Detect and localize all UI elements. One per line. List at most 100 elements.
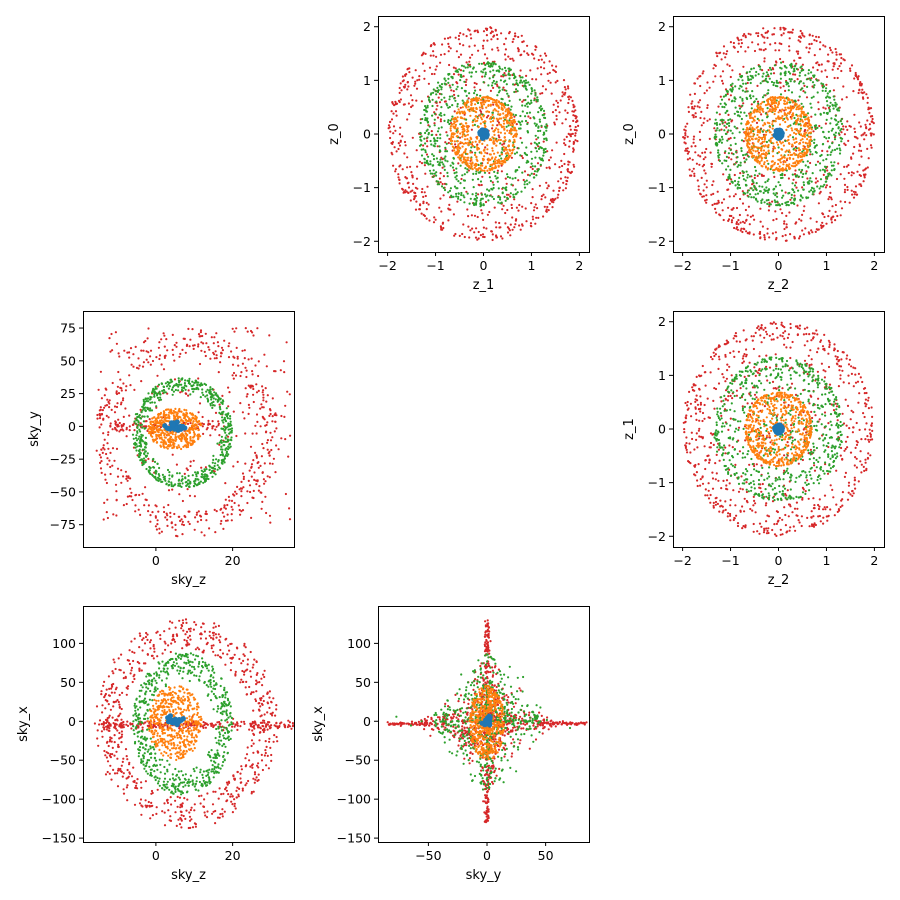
- data-point: [542, 154, 545, 157]
- data-point: [713, 122, 717, 125]
- data-point: [768, 77, 771, 80]
- data-point: [494, 175, 497, 178]
- data-point: [201, 415, 204, 419]
- data-point: [487, 199, 490, 202]
- data-point: [488, 110, 491, 114]
- data-point: [100, 397, 103, 400]
- data-point: [749, 97, 753, 100]
- data-point: [426, 140, 429, 143]
- data-point: [513, 115, 516, 118]
- data-point: [486, 144, 489, 147]
- data-point: [487, 65, 490, 68]
- data-point: [715, 111, 719, 114]
- data-point: [539, 54, 542, 57]
- data-point: [151, 510, 154, 514]
- data-point: [510, 105, 513, 108]
- data-point: [411, 174, 414, 177]
- data-point: [404, 73, 407, 76]
- data-point: [165, 338, 168, 341]
- data-point: [712, 192, 715, 195]
- data-point: [125, 477, 128, 480]
- data-point: [489, 168, 492, 171]
- data-point: [399, 126, 402, 129]
- data-point: [446, 121, 450, 124]
- data-point: [505, 189, 508, 192]
- data-point: [776, 195, 779, 198]
- data-point: [443, 100, 447, 103]
- data-point: [495, 69, 498, 72]
- data-point: [455, 88, 458, 91]
- data-point: [255, 479, 258, 482]
- data-point: [411, 136, 414, 139]
- data-point: [508, 229, 511, 232]
- data-point: [803, 205, 806, 208]
- data-point: [531, 78, 534, 81]
- data-point: [752, 132, 755, 135]
- data-point: [793, 165, 797, 168]
- data-point: [244, 366, 247, 369]
- data-point: [850, 171, 854, 174]
- data-point: [733, 163, 736, 166]
- data-point: [720, 135, 724, 138]
- data-point: [477, 49, 480, 52]
- data-point: [819, 185, 823, 188]
- data-point: [717, 199, 720, 202]
- data-point: [443, 188, 447, 192]
- data-point: [432, 221, 436, 224]
- data-point: [765, 199, 768, 202]
- data-point: [496, 171, 499, 175]
- data-point: [568, 140, 571, 143]
- data-point: [482, 81, 485, 84]
- y-axis-label: z_0: [327, 123, 342, 145]
- data-point: [814, 127, 817, 131]
- data-point: [800, 102, 803, 105]
- data-point: [535, 78, 538, 81]
- data-point: [517, 120, 520, 123]
- data-point: [703, 117, 706, 120]
- data-point: [528, 83, 531, 86]
- data-point: [728, 98, 731, 101]
- data-point: [803, 84, 806, 87]
- data-point: [166, 392, 169, 395]
- data-point: [398, 86, 401, 90]
- data-point: [787, 89, 790, 92]
- data-point: [474, 89, 477, 92]
- data-point: [803, 153, 806, 156]
- data-point: [713, 137, 717, 140]
- data-point: [501, 186, 505, 189]
- data-point: [522, 40, 525, 43]
- data-point: [756, 161, 759, 164]
- data-point: [453, 172, 456, 175]
- data-point: [816, 185, 819, 188]
- data-point: [760, 107, 763, 110]
- data-point: [825, 176, 828, 179]
- data-point: [401, 80, 404, 83]
- data-point: [834, 104, 837, 107]
- data-point: [699, 116, 702, 120]
- data-point: [448, 203, 451, 206]
- data-point: [482, 159, 485, 162]
- data-point: [501, 208, 504, 211]
- data-point: [531, 218, 535, 221]
- data-point: [747, 137, 751, 140]
- data-point: [139, 408, 142, 411]
- data-point: [393, 146, 396, 149]
- data-point: [835, 51, 838, 54]
- data-point: [492, 69, 495, 72]
- data-point: [98, 453, 101, 456]
- data-point: [466, 66, 469, 69]
- data-point: [457, 195, 460, 198]
- data-point: [801, 213, 804, 216]
- data-point: [178, 515, 181, 518]
- data-point: [448, 122, 451, 126]
- data-point: [572, 163, 575, 166]
- data-point: [99, 456, 102, 459]
- data-point: [219, 522, 222, 525]
- data-point: [795, 174, 799, 177]
- data-point: [487, 159, 490, 162]
- data-point: [829, 122, 832, 125]
- data-point: [475, 70, 478, 73]
- data-point: [111, 464, 114, 467]
- data-point: [693, 92, 697, 95]
- data-point: [456, 82, 459, 85]
